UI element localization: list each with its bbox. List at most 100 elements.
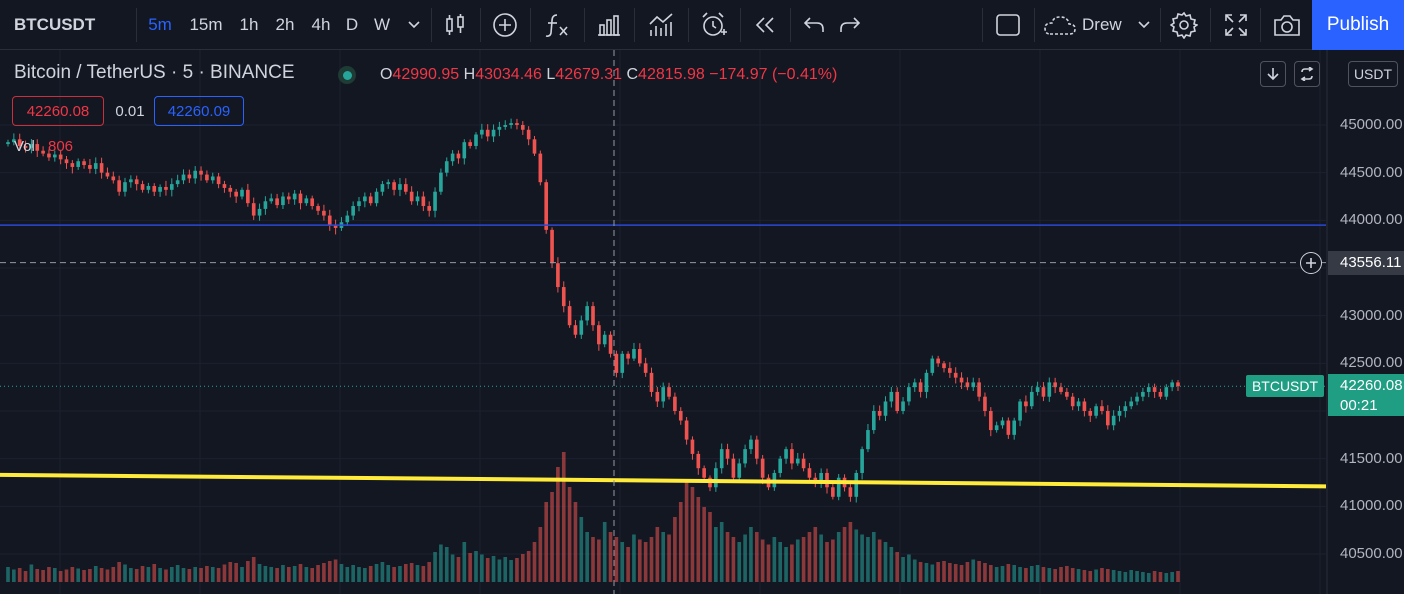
chart-legend-title[interactable]: Bitcoin / TetherUS · 5 · BINANCE: [14, 62, 295, 83]
candle-body: [948, 368, 952, 373]
candle-body: [134, 179, 139, 185]
screenshot-button[interactable]: [1270, 0, 1304, 50]
buy-price-button[interactable]: 42260.09: [154, 96, 244, 126]
candle-body: [848, 487, 853, 497]
volume-bar: [731, 537, 736, 582]
candle-body: [193, 170, 198, 179]
toolbar-divider: [688, 8, 689, 42]
undo-button[interactable]: [800, 0, 828, 50]
volume-bar: [1070, 568, 1075, 582]
add-alert-button[interactable]: [1300, 251, 1322, 274]
volume-label[interactable]: Vol: [14, 138, 35, 155]
interval-d-button[interactable]: D: [345, 15, 359, 34]
scroll-to-latest-button[interactable]: [1260, 61, 1286, 87]
candle-body: [111, 176, 116, 181]
save-layout-button[interactable]: Drew: [1042, 0, 1157, 50]
candle-body: [76, 161, 81, 167]
volume-bar: [754, 532, 759, 582]
volume-bar: [286, 567, 291, 582]
volume-bar: [772, 537, 777, 582]
candle-body: [684, 420, 689, 440]
volume-bar: [532, 542, 537, 582]
layout-select-button[interactable]: [992, 0, 1024, 50]
chart-grid: [0, 50, 1326, 594]
interval-5m-button[interactable]: 5m: [148, 15, 172, 34]
volume-bar: [1123, 572, 1128, 582]
yellow-trend-line[interactable]: [0, 472, 1327, 489]
alert-button[interactable]: [698, 0, 730, 50]
replay-button[interactable]: [750, 0, 780, 50]
candle-body: [854, 472, 859, 497]
toolbar-divider: [1034, 8, 1035, 42]
interval-w-button[interactable]: W: [373, 15, 391, 34]
interval-2h-button[interactable]: 2h: [275, 15, 295, 34]
candle-body: [871, 411, 876, 431]
candle-body: [608, 334, 613, 354]
volume-bar: [70, 567, 75, 582]
financials-button[interactable]: [594, 0, 624, 50]
candle-body: [509, 123, 513, 125]
candle-body: [988, 411, 993, 431]
candle-body: [1129, 401, 1134, 407]
high-value: 43034.46: [475, 66, 542, 83]
candle-body: [398, 184, 402, 190]
publish-button[interactable]: Publish: [1312, 0, 1404, 50]
volume-bar: [1059, 567, 1063, 582]
indicators-button[interactable]: [540, 0, 574, 50]
candle-body: [216, 176, 221, 185]
symbol-search-button[interactable]: BTCUSDT: [14, 15, 96, 34]
volume-bar: [597, 539, 601, 582]
volume-bar: [117, 562, 121, 582]
interval-dropdown-button[interactable]: [402, 0, 426, 50]
candle-body: [994, 425, 999, 431]
chart-type-button[interactable]: [440, 0, 470, 50]
volume-bar: [959, 565, 964, 582]
current-price-label: 42260.08 00:21: [1328, 374, 1404, 417]
volume-bar: [41, 570, 45, 582]
volume-bar: [491, 556, 496, 582]
candle-body: [433, 191, 437, 211]
toolbar-divider: [982, 8, 983, 42]
volume-bar: [591, 537, 595, 582]
volume-bar: [140, 566, 145, 582]
volume-bar: [626, 547, 630, 582]
interval-4h-button[interactable]: 4h: [311, 15, 331, 34]
candle-body: [907, 387, 911, 402]
candle-body: [12, 139, 16, 143]
volume-bar: [994, 567, 999, 582]
volume-value: 806: [48, 138, 74, 155]
currency-selector[interactable]: USDT: [1348, 61, 1398, 87]
settings-button[interactable]: [1168, 0, 1200, 50]
candle-body: [515, 123, 519, 125]
compare-symbol-button[interactable]: [490, 0, 520, 50]
volume-bar: [292, 566, 297, 582]
price-chart[interactable]: [0, 50, 1404, 594]
candle-body: [971, 382, 976, 388]
volume-bar: [901, 557, 905, 582]
volume-bar: [813, 527, 818, 582]
volume-bar: [409, 563, 414, 582]
volume-bar: [485, 558, 490, 582]
candle-body: [602, 334, 607, 345]
price-tick-label: 41000.00: [1340, 497, 1403, 515]
volume-bar: [1012, 565, 1017, 582]
interval-15m-button[interactable]: 15m: [189, 15, 223, 34]
toolbar-divider: [634, 8, 635, 42]
reset-chart-button[interactable]: [1294, 61, 1320, 87]
volume-bar: [1141, 572, 1145, 582]
volume-bar: [1082, 570, 1087, 582]
price-tick-label: 41500.00: [1340, 449, 1403, 467]
volume-bar: [322, 563, 326, 582]
fullscreen-button[interactable]: [1220, 0, 1252, 50]
volume-bar: [23, 571, 28, 582]
sell-price-button[interactable]: 42260.08: [12, 96, 104, 126]
price-tick-label: 44000.00: [1340, 211, 1403, 229]
candle-body: [1035, 387, 1040, 392]
chevron-down-icon: [408, 21, 420, 29]
candle-body: [123, 182, 127, 192]
interval-1h-button[interactable]: 1h: [239, 15, 259, 34]
redo-button[interactable]: [836, 0, 864, 50]
volume-bar: [351, 565, 355, 582]
volume-bar: [99, 568, 104, 582]
templates-button[interactable]: [646, 0, 678, 50]
